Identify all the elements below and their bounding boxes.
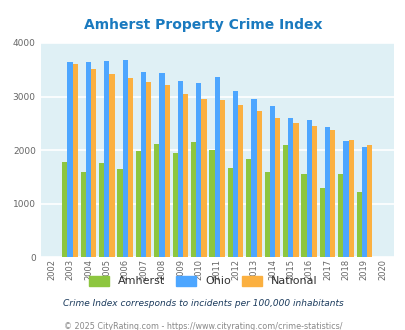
Bar [122,60,128,257]
Bar [196,83,201,257]
Bar [72,64,78,257]
Bar [348,141,353,257]
Bar [191,142,196,257]
Bar [264,172,269,257]
Bar [366,145,371,257]
Bar [246,159,251,257]
Bar [293,123,298,257]
Bar [141,72,146,257]
Bar [99,163,104,257]
Bar [282,145,288,257]
Bar [356,192,361,257]
Bar [269,106,274,257]
Bar [311,126,316,257]
Bar [109,74,114,257]
Bar [177,81,183,257]
Bar [337,174,343,257]
Text: Crime Index corresponds to incidents per 100,000 inhabitants: Crime Index corresponds to incidents per… [62,299,343,308]
Bar [154,144,159,257]
Bar [85,62,91,257]
Bar [159,73,164,257]
Bar [274,118,279,257]
Bar [128,78,132,257]
Bar [117,170,122,257]
Bar [232,91,238,257]
Bar [136,151,141,257]
Bar [319,188,324,257]
Bar [256,111,261,257]
Text: © 2025 CityRating.com - https://www.cityrating.com/crime-statistics/: © 2025 CityRating.com - https://www.city… [64,322,341,330]
Bar [164,85,169,257]
Bar [172,153,177,257]
Bar [301,174,306,257]
Bar [227,168,232,257]
Bar [324,126,329,257]
Bar [81,172,85,257]
Bar [209,149,214,257]
Bar [62,162,67,257]
Bar [219,100,224,257]
Bar [251,99,256,257]
Bar [67,62,72,257]
Bar [214,77,219,257]
Bar [201,99,206,257]
Bar [183,94,188,257]
Legend: Amherst, Ohio, National: Amherst, Ohio, National [84,271,321,291]
Bar [104,61,109,257]
Bar [343,141,348,257]
Text: Amherst Property Crime Index: Amherst Property Crime Index [83,18,322,32]
Bar [306,119,311,257]
Bar [238,105,243,257]
Bar [361,147,366,257]
Bar [146,82,151,257]
Bar [329,130,335,257]
Bar [91,69,96,257]
Bar [288,118,293,257]
